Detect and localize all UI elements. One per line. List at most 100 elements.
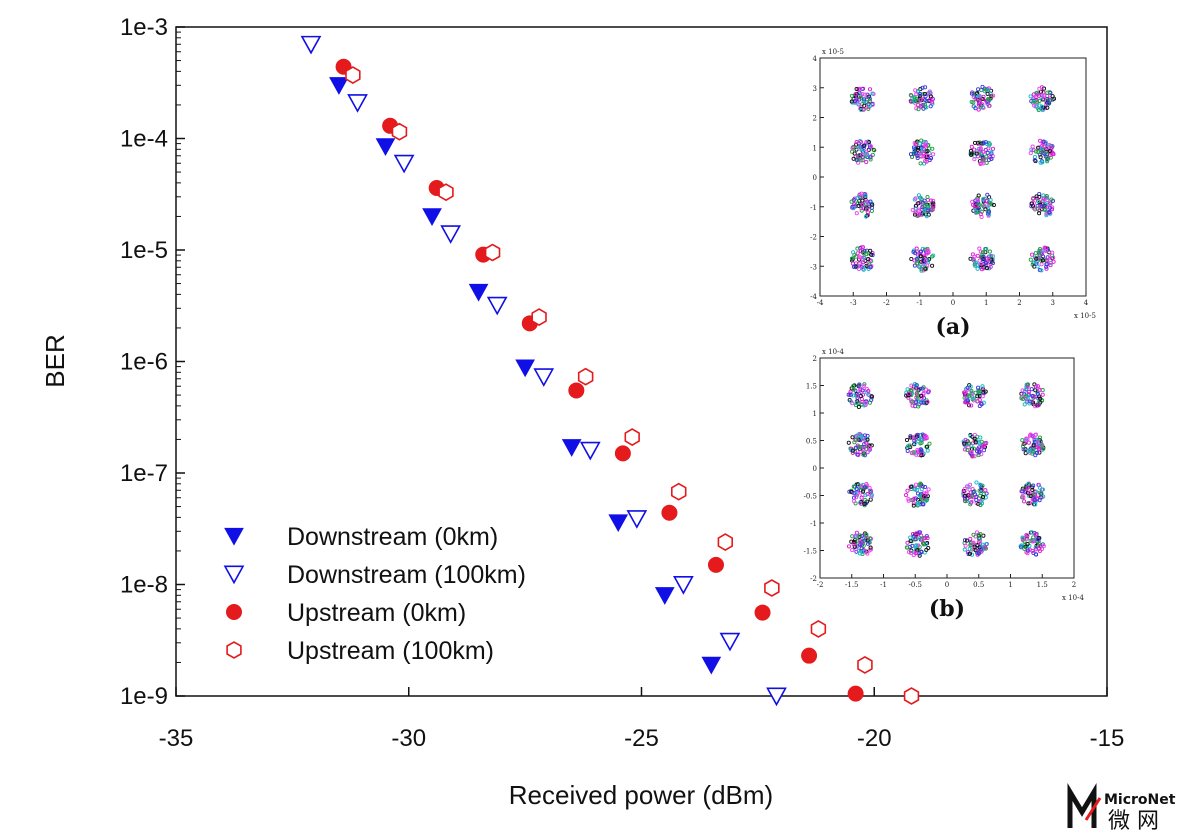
watermark-chinese: 微 网 <box>1108 809 1159 834</box>
constellation-cluster <box>1028 245 1056 273</box>
constellation-cluster <box>961 432 989 459</box>
y-tick-label: 1e-8 <box>120 572 168 599</box>
micronet-watermark: MicroNet 微 网 <box>1067 782 1176 834</box>
y-tick-label: 1e-9 <box>120 683 168 710</box>
data-point <box>608 514 629 533</box>
data-point <box>347 94 368 113</box>
data-point <box>624 428 640 447</box>
constellation-cluster <box>1028 85 1057 113</box>
series-0 <box>329 77 722 675</box>
inset-label: (a) <box>935 314 970 340</box>
y-tick-label: 1e-6 <box>120 349 168 376</box>
data-point <box>717 533 734 552</box>
data-point <box>440 225 462 244</box>
series-3 <box>345 66 920 705</box>
data-point <box>701 656 722 675</box>
data-point <box>391 122 408 141</box>
constellation-cluster <box>970 192 996 220</box>
series-1 <box>300 35 787 707</box>
data-point <box>614 445 631 462</box>
constellation-cluster <box>846 431 874 458</box>
constellation-cluster <box>1019 481 1046 507</box>
inset-x-tick-label: 0 <box>945 581 949 589</box>
inset-x-tick-label: -1 <box>916 299 923 307</box>
constellation-cluster <box>846 382 874 410</box>
inset-x-tick-label: -2 <box>883 299 890 307</box>
constellation-inset-a: -4 4 -3 3 -2 2 -1 1 0 0 1 -1 2 -2 3 -3 4 -4 x 10-5 x 10-5 (a… <box>810 48 1096 340</box>
constellation-cluster <box>1029 191 1056 218</box>
inset-y-tick-label: -2 <box>810 234 817 242</box>
legend-label: Downstream (0km) <box>287 523 498 551</box>
y-tick-label: 1e-7 <box>120 460 168 487</box>
legend-marker <box>223 565 245 585</box>
inset-y-tick-label: -1.5 <box>804 548 818 556</box>
data-point <box>673 576 694 595</box>
constellation-cluster <box>904 382 931 409</box>
data-point <box>903 687 920 705</box>
inset-x-tick-label: 0.5 <box>973 581 984 589</box>
data-point <box>533 368 555 387</box>
inset-y-tick-label: 2 <box>813 355 817 363</box>
inset-x-tick-label: -3 <box>850 299 857 307</box>
constellation-cluster <box>1018 530 1046 557</box>
data-point <box>847 685 864 702</box>
data-point <box>393 154 415 174</box>
inset-x-exponent: x 10-4 <box>1062 594 1084 602</box>
constellation-inset-b: -2 2 -1.5 1.5 -1 1 -0.5 0.5 0 0 0.5 -0.5 1 -1 1.5 -1.5 2… <box>804 348 1085 622</box>
data-point <box>484 243 501 262</box>
constellation-cluster <box>968 246 995 272</box>
inset-y-tick-label: -1 <box>810 204 817 212</box>
data-point <box>468 283 489 302</box>
data-point <box>707 556 724 573</box>
data-point <box>661 504 678 521</box>
series-2 <box>335 58 864 702</box>
inset-y-tick-label: 1 <box>813 410 817 418</box>
constellation-insets: -4 4 -3 3 -2 2 -1 1 0 0 1 -1 2 -2 3 -3 4 -4 x 10-5 x 10-5 (a… <box>804 48 1096 622</box>
data-point <box>568 382 585 399</box>
inset-y-tick-label: -1 <box>810 520 817 528</box>
x-tick-label: -30 <box>391 725 426 752</box>
constellation-cluster <box>846 530 874 557</box>
data-point <box>577 367 594 386</box>
data-point <box>654 587 675 605</box>
inset-x-exponent: x 10-5 <box>1074 312 1096 320</box>
data-point <box>438 183 454 202</box>
inset-x-tick-label: 3 <box>1051 299 1055 307</box>
legend-marker <box>226 641 242 659</box>
legend-label: Upstream (100km) <box>287 637 494 665</box>
inset-x-tick-label: 1 <box>984 299 988 307</box>
inset-x-tick-label: -2 <box>817 581 824 589</box>
data-point <box>422 208 442 227</box>
inset-x-tick-label: 2 <box>1072 581 1076 589</box>
inset-x-tick-label: -1 <box>880 581 887 589</box>
constellation-cluster <box>909 246 936 273</box>
legend-label: Downstream (100km) <box>287 561 526 589</box>
data-point <box>515 359 535 378</box>
legend: Downstream (0km) Downstream (100km) Upstre… <box>223 523 526 665</box>
y-tick-label: 1e-5 <box>120 237 168 264</box>
x-tick-label: -20 <box>857 725 892 752</box>
inset-y-tick-label: -3 <box>810 263 817 271</box>
inset-y-tick-label: 1 <box>813 144 817 152</box>
y-tick-label: 1e-4 <box>120 126 168 153</box>
data-point <box>531 308 547 327</box>
inset-y-tick-label: 3 <box>813 85 817 93</box>
inset-x-tick-label: 0 <box>951 299 955 307</box>
x-axis-title: Received power (dBm) <box>509 780 773 810</box>
inset-y-tick-label: 1.5 <box>806 383 817 391</box>
data-point <box>486 296 508 316</box>
inset-x-tick-label: -4 <box>817 299 824 307</box>
constellation-cluster <box>908 85 935 112</box>
constellation-cluster <box>849 191 875 219</box>
constellation-cluster <box>904 432 932 458</box>
constellation-cluster <box>1028 138 1056 165</box>
micronet-logo-icon <box>1067 782 1102 828</box>
inset-x-tick-label: 2 <box>1017 299 1021 307</box>
inset-y-exponent: x 10-4 <box>822 348 844 356</box>
inset-y-tick-label: -2 <box>810 575 817 583</box>
inset-y-tick-label: 0 <box>813 465 817 473</box>
data-point <box>626 510 648 529</box>
constellation-cluster <box>849 245 875 272</box>
data-point <box>764 579 780 597</box>
